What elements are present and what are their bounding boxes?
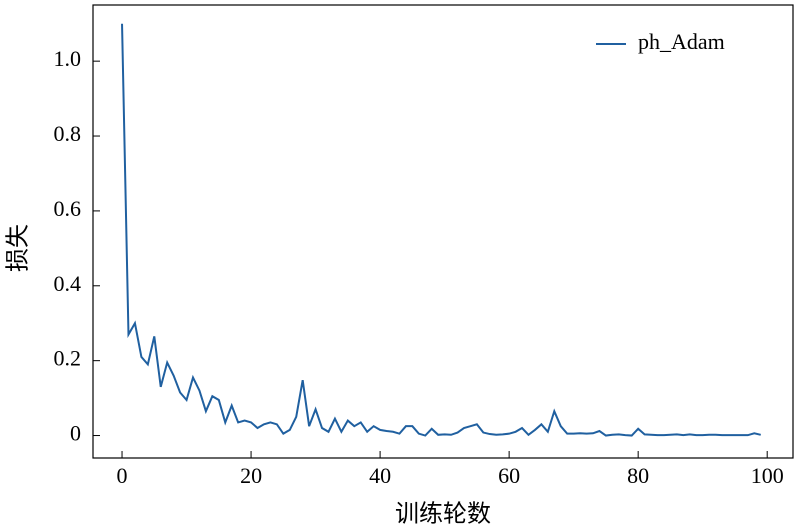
plot-frame xyxy=(92,4,794,459)
x-tick-label: 40 xyxy=(369,463,391,488)
y-tick-label: 0.4 xyxy=(54,271,82,296)
legend-label: ph_Adam xyxy=(638,29,725,54)
y-tick-label: 0.8 xyxy=(54,121,82,146)
x-tick-label: 0 xyxy=(117,463,128,488)
y-tick-label: 0 xyxy=(70,421,81,446)
y-tick-label: 0.2 xyxy=(54,346,82,371)
x-tick-label: 20 xyxy=(240,463,262,488)
x-tick-label: 60 xyxy=(498,463,520,488)
x-tick-label: 80 xyxy=(627,463,649,488)
x-axis-label: 训练轮数 xyxy=(395,501,491,528)
x-tick-label: 100 xyxy=(751,463,784,488)
y-axis-label: 损失 xyxy=(5,224,32,272)
data-line xyxy=(121,23,761,437)
y-tick-label: 0.6 xyxy=(54,196,82,221)
y-tick-label: 1.0 xyxy=(54,46,82,71)
